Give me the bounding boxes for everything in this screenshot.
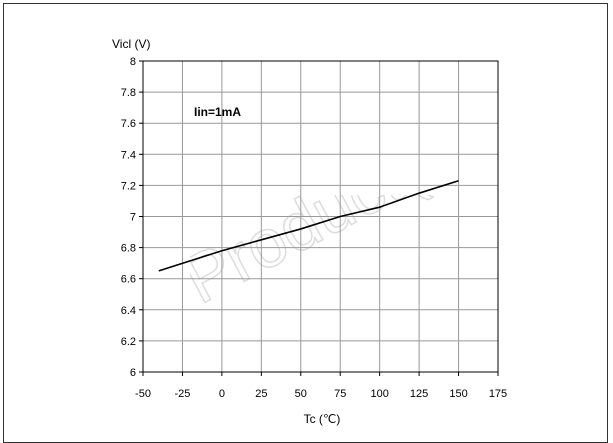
annotation-label: Iin=1mA: [194, 105, 241, 119]
y-tick-label: 7.8: [121, 87, 136, 99]
x-tick-label: 75: [334, 388, 346, 400]
x-tick-label: 100: [370, 388, 388, 400]
series: [159, 181, 459, 271]
x-tick-label: 150: [449, 388, 467, 400]
y-tick-label: 7: [130, 212, 136, 224]
x-tick-labels: -50 -25 0 25 50 75 100 125 150 175: [135, 372, 507, 400]
y-tick-label: 7.4: [121, 149, 136, 161]
y-tick-label: 6.6: [121, 274, 136, 286]
x-tick-label: 0: [219, 388, 225, 400]
x-tick-label: 125: [410, 388, 428, 400]
y-axis-label: Vicl (V): [112, 37, 150, 51]
y-tick-label: 7.6: [121, 118, 136, 130]
x-axis-label: Tc (℃): [304, 412, 341, 426]
x-tick-label: -25: [174, 388, 190, 400]
vicl-vs-tc-chart: 6 6.2 6.4 6.6 6.8 7 7.2 7.4 7.6 7.8 8 -50 -25 0 25 50 7…: [0, 0, 613, 434]
y-tick-label: 6.2: [121, 336, 136, 348]
x-tick-label: -50: [135, 388, 151, 400]
y-tick-labels: 6 6.2 6.4 6.6 6.8 7 7.2 7.4 7.6 7.8 8: [121, 56, 143, 379]
x-tick-label: 175: [489, 388, 507, 400]
series-line: [159, 181, 459, 271]
y-tick-label: 8: [130, 56, 136, 68]
y-tick-label: 7.2: [121, 180, 136, 192]
y-tick-label: 6.4: [121, 305, 136, 317]
x-tick-label: 25: [255, 388, 267, 400]
y-tick-label: 6: [130, 367, 136, 379]
x-tick-label: 50: [295, 388, 307, 400]
y-tick-label: 6.8: [121, 243, 136, 255]
